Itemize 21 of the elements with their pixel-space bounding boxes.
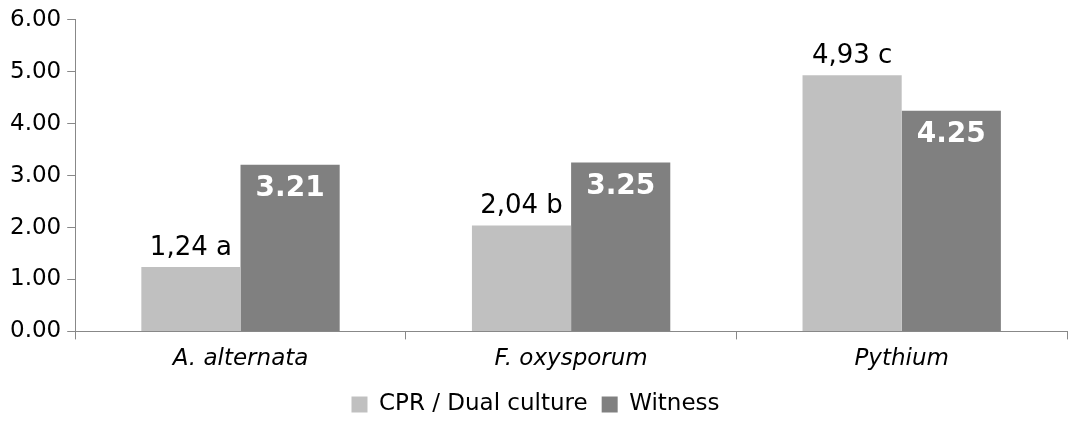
y-tick-label: 6.00 xyxy=(9,4,62,31)
data-label: 1,24 a xyxy=(149,230,232,261)
bar xyxy=(471,225,572,331)
x-tick-label: F. oxysporum xyxy=(494,344,648,371)
x-tick-label: Pythium xyxy=(854,344,949,371)
data-label: 3.21 xyxy=(255,169,325,203)
data-label: 4,93 c xyxy=(811,39,893,70)
data-label: 4.25 xyxy=(916,115,986,149)
y-tick-label: 2.00 xyxy=(9,212,62,239)
y-tick-label: 5.00 xyxy=(9,56,62,83)
legend-label: Witness xyxy=(629,389,720,416)
legend-label: CPR / Dual culture xyxy=(378,389,588,416)
x-tick-label: A. alternata xyxy=(170,344,309,371)
y-tick-label: 3.00 xyxy=(9,160,62,187)
bar xyxy=(141,267,241,331)
data-label: 3.25 xyxy=(586,167,656,201)
y-tick-label: 0.00 xyxy=(9,316,62,343)
y-tick-label: 4.00 xyxy=(9,108,62,135)
bar xyxy=(802,75,902,331)
y-tick-label: 1.00 xyxy=(9,264,62,291)
data-label: 2,04 b xyxy=(480,189,563,220)
